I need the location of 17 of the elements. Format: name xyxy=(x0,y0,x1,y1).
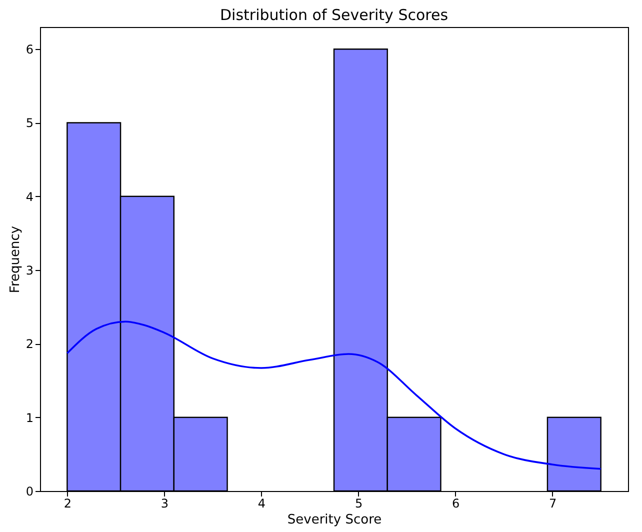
x-axis-title: Severity Score xyxy=(287,512,382,528)
y-axis-title: Frequency xyxy=(8,226,23,294)
x-tick-label: 4 xyxy=(258,496,266,510)
x-tick-label: 3 xyxy=(160,496,169,510)
x-tick-label: 7 xyxy=(548,496,557,510)
y-tick-label: 3 xyxy=(26,264,34,278)
chart-title: Distribution of Severity Scores xyxy=(220,6,448,24)
x-tick-label: 2 xyxy=(64,496,72,510)
y-tick-label: 4 xyxy=(26,190,34,204)
y-tick-label: 0 xyxy=(26,484,34,498)
y-tick-label: 2 xyxy=(26,337,34,352)
y-tick-label: 6 xyxy=(26,42,34,57)
x-tick-label: 6 xyxy=(452,496,460,510)
y-tick-label: 5 xyxy=(26,116,34,130)
y-tick-label: 1 xyxy=(26,410,34,425)
line-series xyxy=(66,320,602,470)
x-tick-label: 5 xyxy=(354,496,363,510)
